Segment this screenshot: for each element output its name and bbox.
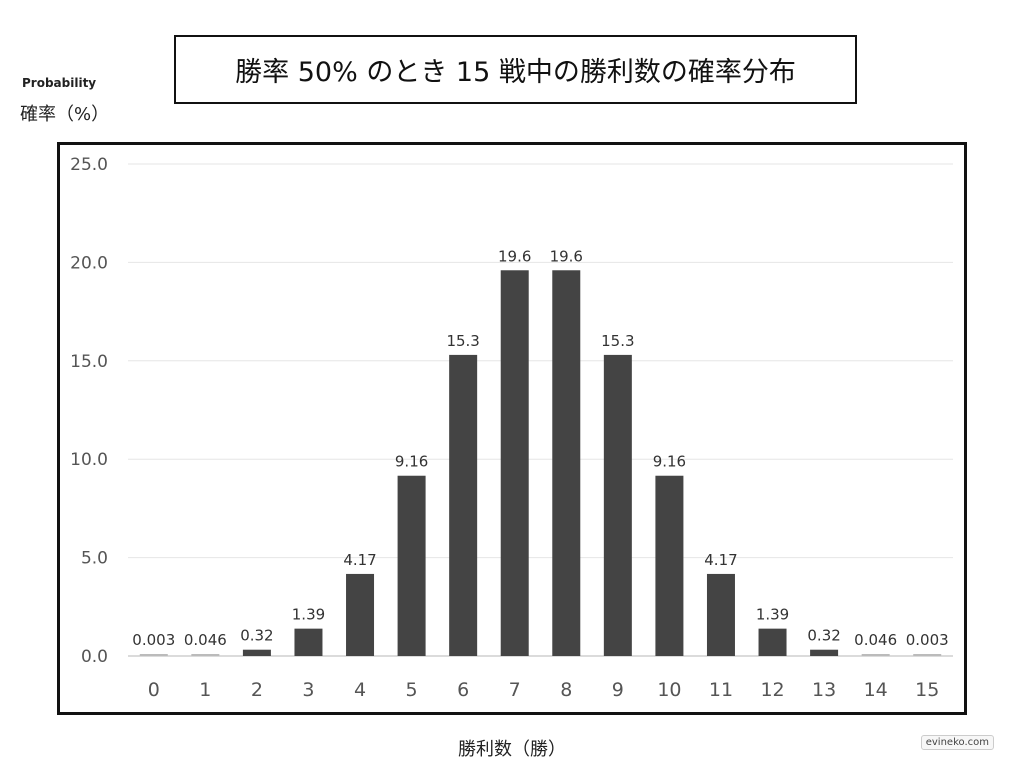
bar — [191, 654, 220, 656]
bar — [346, 573, 375, 656]
data-label: 0.003 — [906, 631, 949, 649]
data-label: 9.16 — [653, 453, 686, 471]
data-label: 19.6 — [550, 247, 583, 265]
x-tick-label: 6 — [457, 679, 469, 701]
data-label: 4.17 — [343, 551, 376, 569]
data-label: 15.3 — [601, 332, 634, 350]
x-tick-label: 13 — [812, 679, 836, 701]
watermark: evineko.com — [920, 735, 994, 750]
data-label: 15.3 — [446, 332, 479, 350]
x-tick-label: 3 — [302, 679, 314, 701]
data-label: 1.39 — [292, 606, 325, 624]
bar — [706, 573, 735, 656]
x-tick-label: 14 — [864, 679, 888, 701]
x-tick-label: 15 — [915, 679, 939, 701]
bar — [861, 654, 890, 656]
data-label: 0.046 — [854, 631, 897, 649]
y-tick-label: 20.0 — [70, 253, 108, 273]
chart-frame — [57, 142, 967, 715]
data-label: 0.32 — [240, 627, 273, 645]
bar — [449, 354, 478, 656]
x-tick-label: 10 — [657, 679, 681, 701]
bar — [139, 654, 168, 656]
x-tick-label: 5 — [406, 679, 418, 701]
y-tick-label: 25.0 — [70, 155, 108, 175]
data-label: 9.16 — [395, 453, 428, 471]
x-tick-label: 8 — [560, 679, 572, 701]
chart-title: 勝率 50% のとき 15 戦中の勝利数の確率分布 — [174, 35, 857, 104]
y-tick-label: 10.0 — [70, 450, 108, 470]
data-label: 0.046 — [184, 631, 227, 649]
bar — [397, 475, 426, 656]
x-tick-label: 9 — [612, 679, 624, 701]
y-tick-label: 0.0 — [81, 647, 108, 667]
data-label: 19.6 — [498, 247, 531, 265]
bar — [552, 270, 581, 656]
x-tick-label: 12 — [760, 679, 784, 701]
y-axis-label-en: Probability — [22, 76, 97, 90]
x-tick-label: 11 — [709, 679, 733, 701]
bar — [913, 654, 942, 656]
x-tick-label: 7 — [509, 679, 521, 701]
x-axis-label: 勝利数（勝） — [458, 739, 566, 760]
data-label: 1.39 — [756, 606, 789, 624]
bar — [810, 649, 839, 656]
x-tick-label: 4 — [354, 679, 366, 701]
y-axis-label: 確率（%） — [20, 104, 110, 125]
x-tick-label: 2 — [251, 679, 263, 701]
y-tick-label: 15.0 — [70, 352, 108, 372]
bar — [500, 270, 529, 656]
bar — [294, 628, 323, 656]
x-tick-label: 1 — [199, 679, 211, 701]
data-label: 4.17 — [704, 551, 737, 569]
data-label: 0.32 — [807, 627, 840, 645]
bar — [603, 354, 632, 656]
y-tick-label: 5.0 — [81, 549, 108, 569]
bar — [655, 475, 684, 656]
bar — [242, 649, 271, 656]
x-tick-label: 0 — [148, 679, 160, 701]
bar — [758, 628, 787, 656]
data-label: 0.003 — [132, 631, 175, 649]
